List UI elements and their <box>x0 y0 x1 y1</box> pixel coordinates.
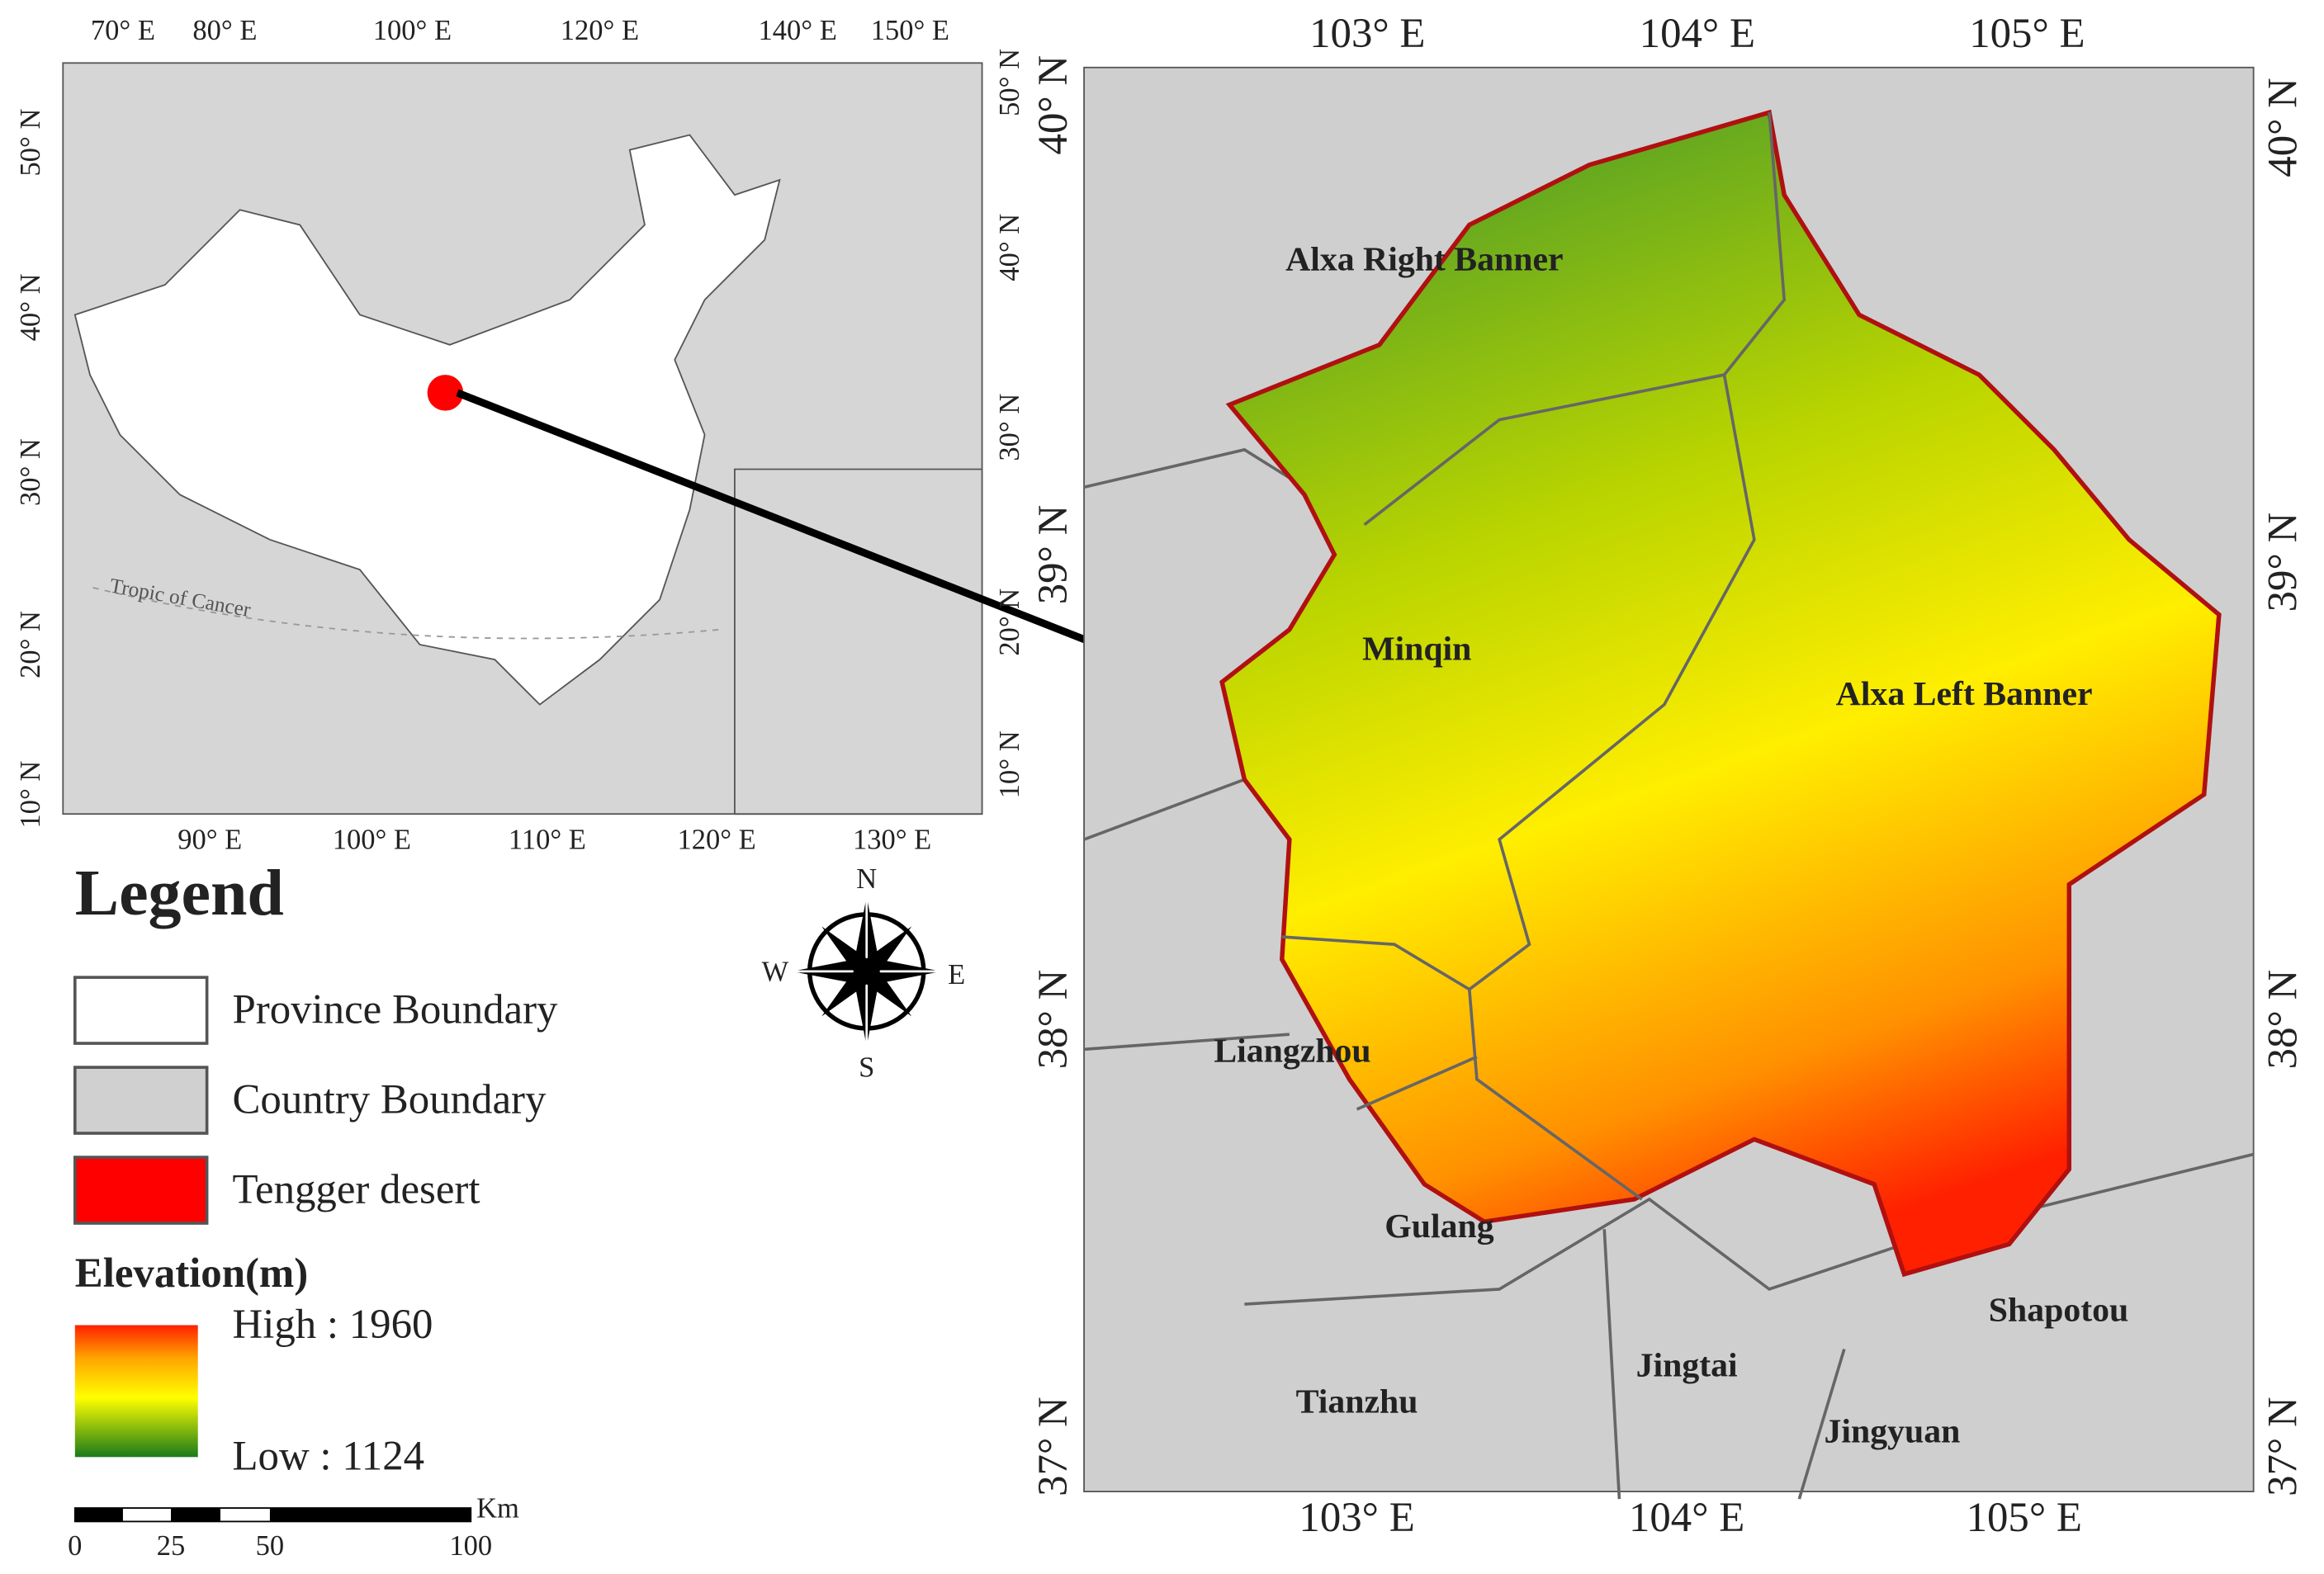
lon-label: 100° E <box>373 15 452 46</box>
lon-label: 103° E <box>1299 1494 1414 1540</box>
scale-bar <box>73 1507 472 1523</box>
scale-label: 0 <box>68 1530 82 1562</box>
elevation-title: Elevation(m) <box>75 1250 308 1296</box>
lon-label: 105° E <box>1967 1494 2082 1540</box>
elevation-ramp <box>74 1325 198 1458</box>
inset-frame <box>733 468 983 815</box>
lat-label: 39° N <box>1029 505 1076 605</box>
place-label: Shapotou <box>1989 1292 2128 1330</box>
compass-rose <box>791 896 942 1047</box>
place-label: Liangzhou <box>1214 1032 1370 1070</box>
lon-label: 80° E <box>192 15 257 46</box>
lon-label: 120° E <box>561 15 639 46</box>
county-boundaries <box>1281 112 1787 1201</box>
lon-label: 105° E <box>1969 10 2085 56</box>
lat-label: 30° N <box>994 394 1025 461</box>
lon-label: 110° E <box>509 825 586 856</box>
lat-label: 38° N <box>1029 970 1076 1070</box>
lon-label: 104° E <box>1629 1494 1744 1540</box>
legend-swatch <box>73 976 209 1045</box>
lon-label: 130° E <box>853 825 931 856</box>
lon-label: 120° E <box>677 825 755 856</box>
lat-label: 39° N <box>2259 513 2305 612</box>
lat-label: 38° N <box>2259 970 2305 1070</box>
tengger-desert <box>1219 109 2222 1278</box>
lat-label: 37° N <box>2259 1397 2305 1496</box>
legend-label: Province Boundary <box>232 986 558 1032</box>
lat-label: 40° N <box>994 214 1025 281</box>
lat-label: 50° N <box>994 49 1025 116</box>
lat-label: 20° N <box>994 588 1025 656</box>
arrow <box>456 389 1211 696</box>
lon-label: 103° E <box>1309 10 1425 56</box>
place-label: Jingyuan <box>1825 1413 1961 1451</box>
lon-label: 100° E <box>333 825 411 856</box>
lat-label: 37° N <box>1029 1397 1076 1496</box>
place-label: Alxa Right Banner <box>1285 240 1563 278</box>
lat-label: 50° N <box>15 109 46 177</box>
lat-label: 30° N <box>15 438 46 506</box>
legend-title: Legend <box>75 857 284 929</box>
scale-label: 25 <box>157 1530 186 1562</box>
legend-label: Country Boundary <box>232 1075 546 1122</box>
place-label: Alxa Left Banner <box>1836 675 2093 713</box>
lat-label: 10° N <box>994 730 1025 798</box>
desert-locator <box>427 375 464 411</box>
lon-label: 70° E <box>91 15 155 46</box>
lon-label: 90° E <box>177 825 242 856</box>
scale-unit: Km <box>476 1493 519 1524</box>
lat-label: 10° N <box>15 761 46 829</box>
elevation-low: Low : 1124 <box>232 1433 424 1479</box>
legend-swatch <box>73 1156 209 1225</box>
compass-e: E <box>948 959 965 990</box>
place-label: Minqin <box>1362 631 1471 669</box>
elevation-high: High : 1960 <box>232 1301 433 1347</box>
scale-label: 100 <box>449 1530 492 1562</box>
compass-s: S <box>859 1052 874 1084</box>
place-label: Gulang <box>1384 1208 1493 1245</box>
lat-label: 20° N <box>15 611 46 678</box>
legend-label: Tengger desert <box>232 1165 480 1212</box>
lon-label: 150° E <box>871 15 949 46</box>
china-outline <box>73 134 781 706</box>
place-label: Jingtai <box>1636 1347 1738 1385</box>
tropic-line <box>92 587 720 640</box>
lat-label: 40° N <box>1029 55 1076 155</box>
compass-w: W <box>762 956 789 987</box>
place-label: Tianzhu <box>1296 1383 1418 1420</box>
legend-swatch <box>73 1066 209 1135</box>
lon-label: 140° E <box>759 15 837 46</box>
compass-n: N <box>856 863 877 895</box>
lat-label: 40° N <box>2259 78 2305 177</box>
lon-label: 104° E <box>1640 10 1755 56</box>
lat-label: 40° N <box>15 273 46 341</box>
scale-label: 50 <box>256 1530 284 1562</box>
